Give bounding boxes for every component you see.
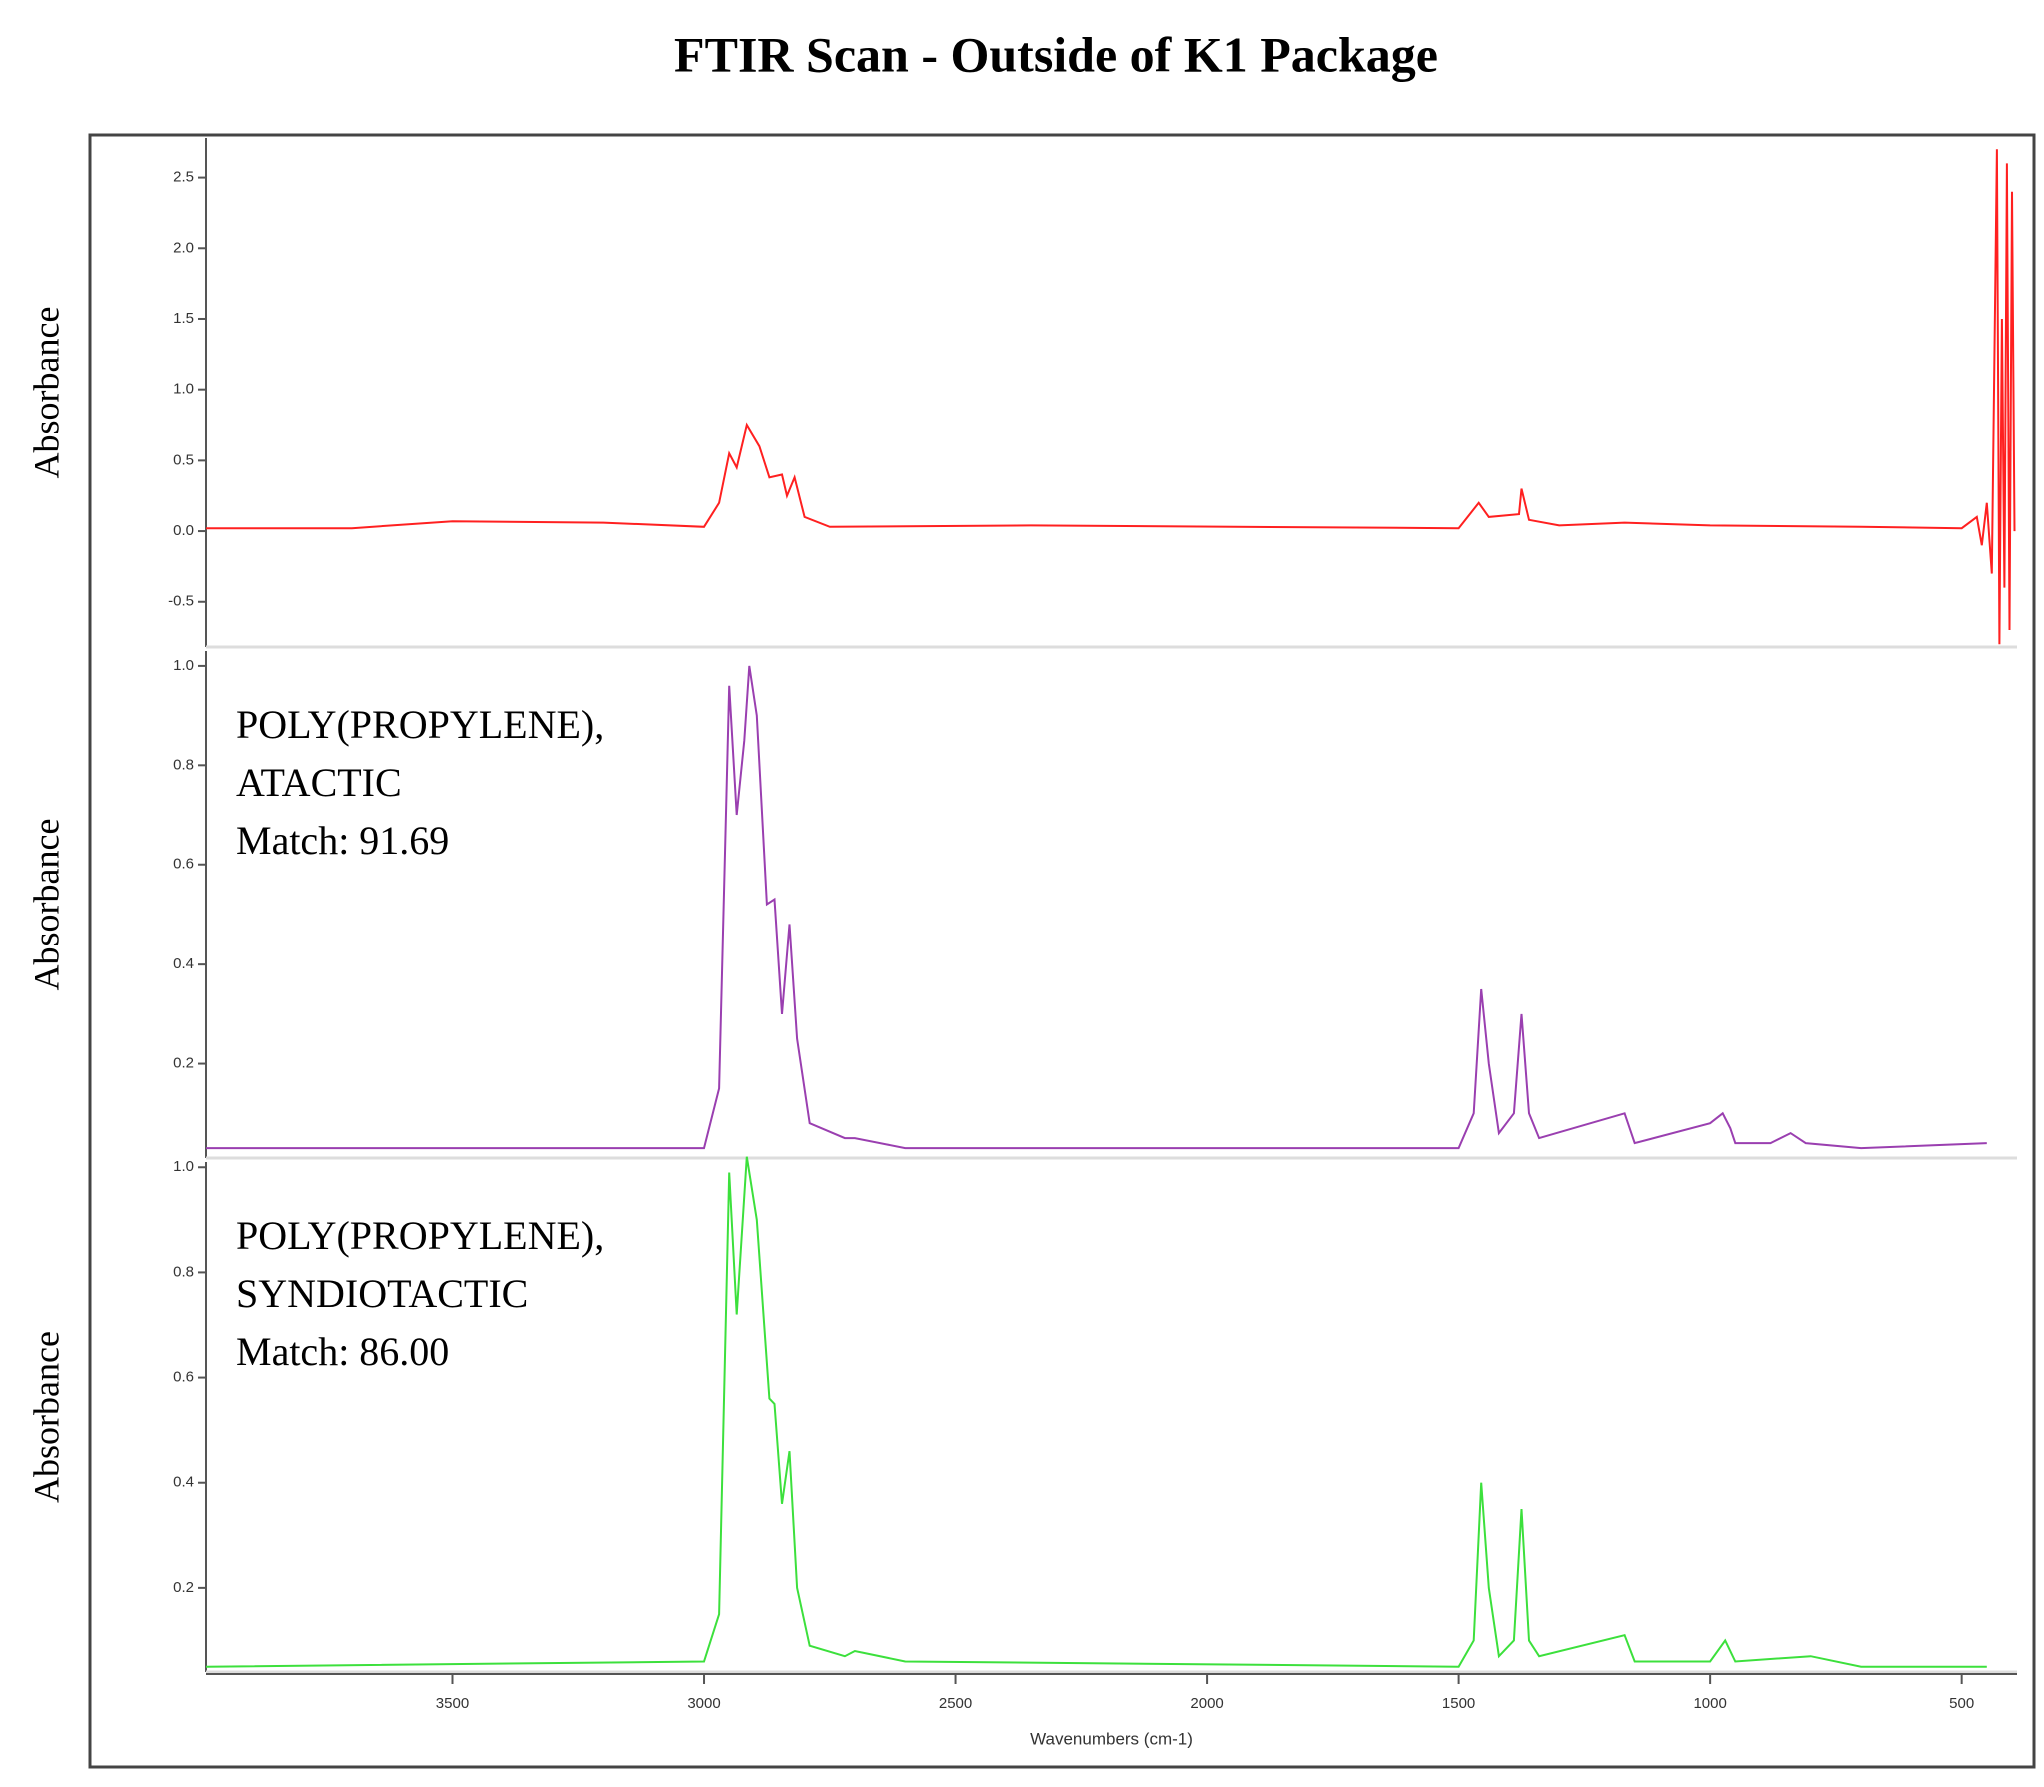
x-tick-label: 3000 [687, 1695, 720, 1712]
y-tick-label: 0.0 [173, 522, 194, 539]
y-axis-label: Absorbance [26, 819, 66, 991]
x-tick-label: 1000 [1693, 1695, 1726, 1712]
y-tick-label: 1.5 [173, 310, 194, 327]
y-tick-label: 2.0 [173, 239, 194, 256]
frame [88, 133, 2036, 1769]
annotation: POLY(PROPYLENE), [236, 1213, 604, 1258]
spectrum-line [205, 1156, 1987, 1668]
x-tick-label: 1500 [1442, 1695, 1475, 1712]
spectrum-line [206, 149, 2016, 645]
y-tick-label: 0.4 [173, 955, 194, 972]
x-tick-label: 500 [1949, 1695, 1974, 1712]
y-tick-label: 0.6 [173, 1369, 194, 1386]
annotation: ATACTIC [236, 760, 402, 805]
y-tick-label: 1.0 [173, 381, 194, 398]
y-tick-label: 0.2 [173, 1579, 194, 1596]
y-tick-label: 2.5 [173, 169, 194, 186]
annotation: SYNDIOTACTIC [236, 1271, 528, 1316]
annotation: POLY(PROPYLENE), [236, 702, 604, 747]
annotation: Match: 86.00 [236, 1329, 449, 1374]
y-tick-label: 1.0 [173, 657, 194, 674]
chart-title: FTIR Scan - Outside of K1 Package [674, 26, 1438, 82]
y-tick-label: 0.4 [173, 1474, 194, 1491]
y-tick-label: 0.8 [173, 1263, 194, 1280]
x-tick-label: 3500 [436, 1695, 469, 1712]
y-tick-label: 0.2 [173, 1055, 194, 1072]
y-tick-label: 1.0 [173, 1158, 194, 1175]
y-tick-label: 0.6 [173, 856, 194, 873]
y-axis-label: Absorbance [26, 307, 66, 479]
y-tick-label: -0.5 [168, 593, 194, 610]
y-axis-label: Absorbance [26, 1331, 66, 1503]
x-axis-label: Wavenumbers (cm-1) [1030, 1729, 1193, 1748]
annotation: Match: 91.69 [236, 818, 449, 863]
x-tick-label: 2500 [939, 1695, 972, 1712]
x-tick-label: 2000 [1190, 1695, 1223, 1712]
y-tick-label: 0.5 [173, 451, 194, 468]
y-tick-label: 0.8 [173, 756, 194, 773]
spectrum-line [206, 665, 1987, 1150]
